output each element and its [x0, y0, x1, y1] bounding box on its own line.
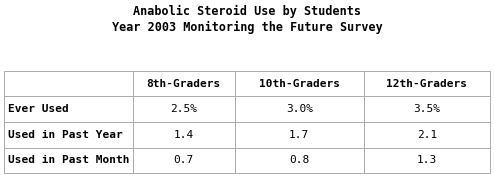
- Text: 1.7: 1.7: [289, 130, 309, 140]
- Text: 8th-Graders: 8th-Graders: [147, 79, 221, 89]
- Text: 0.7: 0.7: [174, 155, 194, 165]
- Text: 3.0%: 3.0%: [286, 104, 313, 114]
- Text: Used in Past Month: Used in Past Month: [8, 155, 129, 165]
- Text: 10th-Graders: 10th-Graders: [259, 79, 340, 89]
- Text: 3.5%: 3.5%: [413, 104, 440, 114]
- Text: Used in Past Year: Used in Past Year: [8, 130, 123, 140]
- Text: 1.3: 1.3: [417, 155, 437, 165]
- Text: 12th-Graders: 12th-Graders: [386, 79, 467, 89]
- Text: 0.8: 0.8: [289, 155, 309, 165]
- Text: Anabolic Steroid Use by Students
Year 2003 Monitoring the Future Survey: Anabolic Steroid Use by Students Year 20…: [112, 5, 382, 34]
- Bar: [4, 71, 490, 173]
- Text: 1.4: 1.4: [174, 130, 194, 140]
- Text: 2.5%: 2.5%: [170, 104, 197, 114]
- Text: Ever Used: Ever Used: [8, 104, 69, 114]
- Text: 2.1: 2.1: [417, 130, 437, 140]
